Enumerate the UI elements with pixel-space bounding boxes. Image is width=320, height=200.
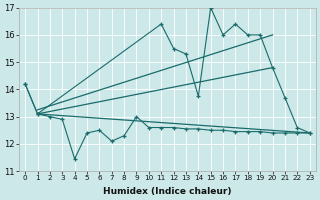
X-axis label: Humidex (Indice chaleur): Humidex (Indice chaleur) [103,187,232,196]
